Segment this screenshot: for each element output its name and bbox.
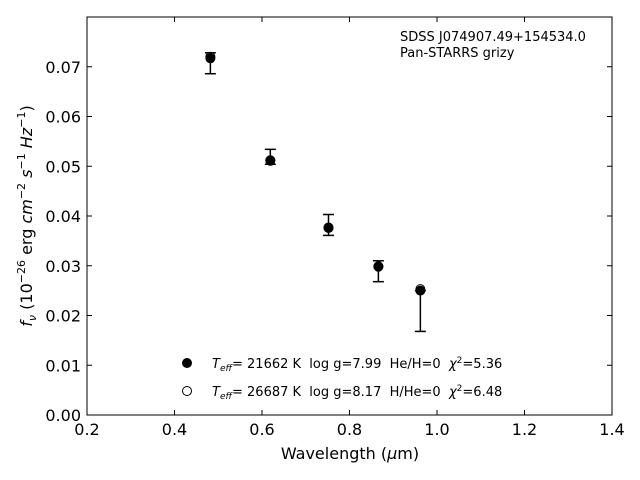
model-point-open [205,51,216,62]
legend-marker-filled [182,358,192,368]
y-tick-label: 0.05 [45,157,81,176]
x-tick-label: 0.6 [249,420,274,439]
y-tick-label: 0.06 [45,108,81,127]
model-point-open [373,261,384,272]
legend: Teff= 21662 K log g=7.99 He/H=0 χ2=5.36 … [182,356,502,402]
legend-label-series-2: Teff= 26687 K log g=8.17 H/He=0 χ2=6.48 [212,384,502,402]
tick-marks [86,17,613,416]
model-point-open [323,222,334,233]
x-tick-label: 1.4 [599,420,624,439]
y-tick-labels: 0.00 0.01 0.02 0.03 0.04 0.05 0.06 0.07 [45,58,81,425]
legend-marker-open [182,386,192,396]
y-tick-label: 0.02 [45,307,81,326]
annotation-survey-name: Pan-STARRS grizy [400,46,515,61]
x-tick-label: 1.2 [512,420,537,439]
series-markers [205,51,426,296]
x-tick-label: 0.2 [74,420,99,439]
y-tick-label: 0.07 [45,58,81,77]
y-tick-label: 0.04 [45,207,81,226]
model-point-open [415,284,426,295]
y-tick-label: 0.00 [45,406,81,425]
annotation-object-name: SDSS J074907.49+154534.0 [400,30,586,45]
y-tick-label: 0.01 [45,356,81,375]
x-tick-labels: 0.2 0.4 0.6 0.8 1.0 1.2 1.4 [74,420,624,439]
y-tick-label: 0.03 [45,257,81,276]
x-axis-title: Wavelength (μm) [281,444,419,463]
x-tick-label: 0.4 [162,420,187,439]
x-tick-label: 0.8 [337,420,362,439]
legend-label-series-1: Teff= 21662 K log g=7.99 He/H=0 χ2=5.36 [212,356,502,374]
x-tick-label: 1.0 [424,420,449,439]
y-axis-title: fν (10−26 erg cm−2 s−1 Hz−1) [15,105,39,326]
model-point-open [265,155,276,166]
plot-area: 0.2 0.4 0.6 0.8 1.0 1.2 1.4 0.000.010.020.030.… [45,16,625,439]
